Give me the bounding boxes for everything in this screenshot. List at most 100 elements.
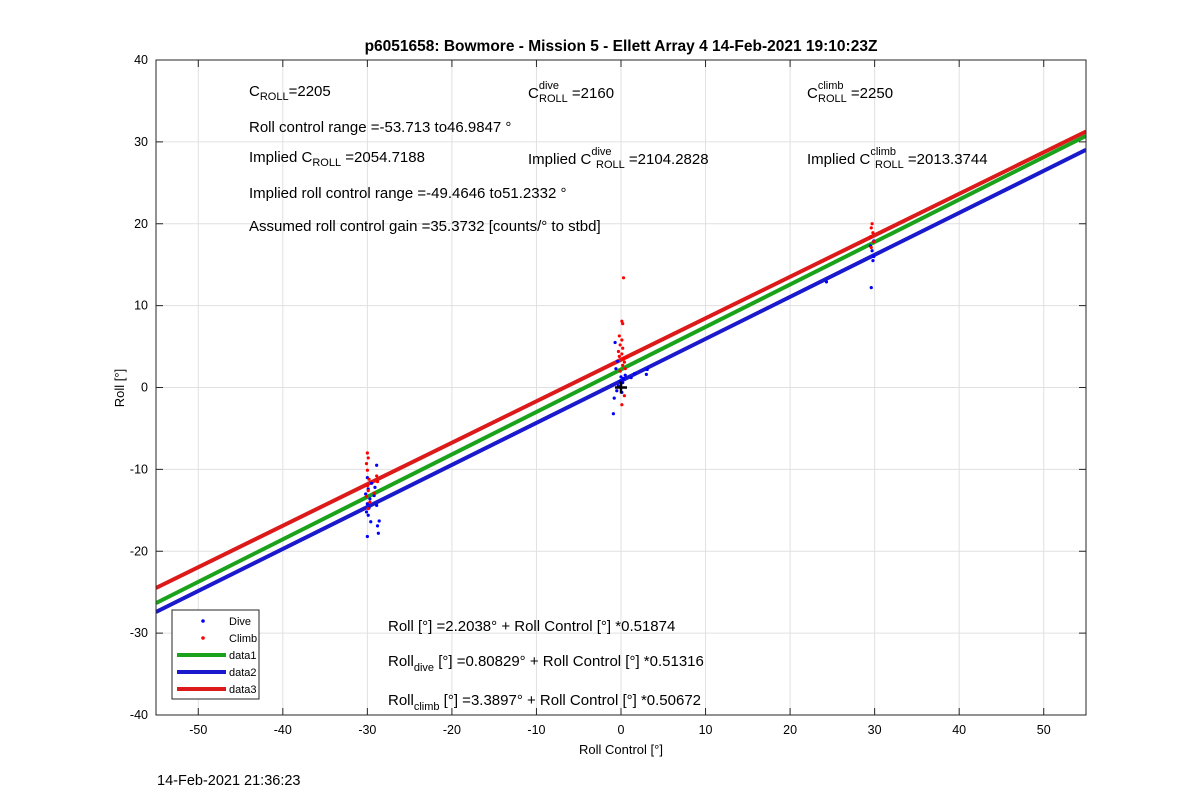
x-tick-label: 50 [1037, 723, 1051, 737]
axis-ticks: -50 -40 -30 -20 -10 0 10 20 30 40 50 -40 -30 -20 -10 0 1… [130, 53, 1086, 737]
point-dive [623, 373, 627, 377]
point-climb [871, 231, 875, 235]
point-dive [375, 524, 380, 528]
y-tick-label: -10 [130, 462, 148, 476]
fit-line-data3 [156, 129, 1086, 590]
point-dive [872, 254, 876, 259]
point-dive [376, 531, 380, 535]
point-dive [364, 510, 369, 514]
point-dive [373, 485, 377, 489]
point-climb [620, 352, 624, 356]
legend-climb-label: Climb [229, 633, 257, 645]
point-climb [623, 367, 627, 371]
point-dive [613, 340, 617, 345]
point-climb [621, 357, 626, 361]
point-climb [869, 245, 873, 250]
point-dive [645, 367, 649, 372]
fit-equation-climb: Rollclimb [°] =3.3897° + Roll Control [°… [388, 692, 701, 713]
point-climb [872, 240, 876, 244]
point-dive [619, 375, 623, 379]
legend: Dive Climb data1 data2 data3 [171, 609, 260, 700]
y-tick-label: 10 [134, 299, 148, 313]
roll-control-range: Roll control range =-53.713 to46.9847 ° [249, 119, 511, 136]
point-dive [375, 463, 379, 467]
y-tick-label: 40 [134, 53, 148, 67]
y-tick-label: -30 [130, 626, 148, 640]
c-roll-dive-annotation: Cdive ROLL =2160 [528, 80, 614, 105]
x-tick-label: 10 [699, 723, 713, 737]
c-roll-annotation: CROLL=2205 [249, 83, 331, 103]
x-tick-label: -20 [443, 723, 461, 737]
point-climb [620, 403, 624, 407]
point-climb [365, 484, 369, 488]
point-climb [621, 276, 626, 280]
x-tick-label: -50 [189, 723, 207, 737]
point-dive [644, 372, 648, 376]
point-climb [366, 456, 370, 460]
point-dive [365, 534, 369, 539]
point-climb [868, 235, 873, 239]
point-climb [869, 226, 873, 230]
point-climb [620, 338, 624, 342]
point-climb [621, 363, 625, 367]
x-tick-label: -10 [527, 723, 545, 737]
legend-data3-label: data3 [229, 684, 257, 696]
point-dive [871, 258, 875, 263]
x-tick-label: -30 [358, 723, 376, 737]
point-dive [377, 519, 381, 523]
point-climb [372, 491, 376, 495]
origin-marker [615, 381, 627, 394]
chart-title: p6051658: Bowmore - Mission 5 - Ellett A… [365, 38, 878, 55]
y-tick-label: 30 [134, 135, 148, 149]
point-dive [614, 367, 618, 371]
fit-line-data1 [156, 134, 1086, 605]
point-climb [617, 354, 621, 358]
legend-data2-label: data2 [229, 667, 257, 679]
point-climb [365, 451, 369, 455]
point-climb [365, 468, 369, 472]
legend-dive-label: Dive [229, 616, 251, 628]
point-dive [369, 481, 374, 485]
x-tick-label: 30 [868, 723, 882, 737]
point-climb [616, 349, 621, 354]
point-climb [625, 355, 629, 359]
point-climb [621, 346, 625, 350]
point-dive [615, 389, 619, 393]
point-climb [618, 369, 622, 373]
point-dive [366, 513, 370, 517]
x-tick-label: 20 [783, 723, 797, 737]
fit-equation-all: Roll [°] =2.2038° + Roll Control [°] *0.… [388, 618, 675, 635]
point-dive [375, 503, 379, 507]
fit-equation-dive: Rolldive [°] =0.80829° + Roll Control [°… [388, 653, 704, 674]
y-axis-label: Roll [°] [112, 369, 127, 407]
point-dive [616, 359, 620, 363]
implied-roll-control-range: Implied roll control range =-49.4646 to5… [249, 185, 566, 202]
implied-c-roll-dive: Implied Cdive ROLL =2104.2828 [528, 146, 709, 171]
y-tick-label: 0 [141, 381, 148, 395]
point-dive [869, 286, 873, 290]
point-dive [364, 492, 368, 496]
point-dive [824, 280, 829, 284]
point-dive [870, 249, 874, 253]
point-climb [617, 334, 621, 338]
point-dive [621, 376, 626, 381]
x-tick-label: 40 [952, 723, 966, 737]
point-dive [629, 376, 633, 380]
point-dive [368, 497, 372, 501]
footer-timestamp: 14-Feb-2021 21:36:23 [157, 773, 301, 789]
point-climb [870, 222, 874, 226]
implied-c-roll: Implied CROLL =2054.7188 [249, 149, 425, 169]
assumed-gain: Assumed roll control gain =35.3732 [coun… [249, 218, 601, 235]
c-roll-climb-annotation: Cclimb ROLL =2250 [807, 80, 893, 105]
point-climb [622, 394, 626, 398]
point-climb [368, 500, 372, 504]
y-tick-label: -20 [130, 544, 148, 558]
point-dive [612, 396, 616, 400]
x-axis-label: Roll Control [°] [579, 742, 663, 757]
point-dive [372, 493, 376, 498]
x-tick-label: 0 [618, 723, 625, 737]
x-tick-label: -40 [274, 723, 292, 737]
point-climb [618, 343, 622, 347]
implied-c-roll-climb: Implied Cclimb ROLL =2013.3744 [807, 146, 988, 171]
